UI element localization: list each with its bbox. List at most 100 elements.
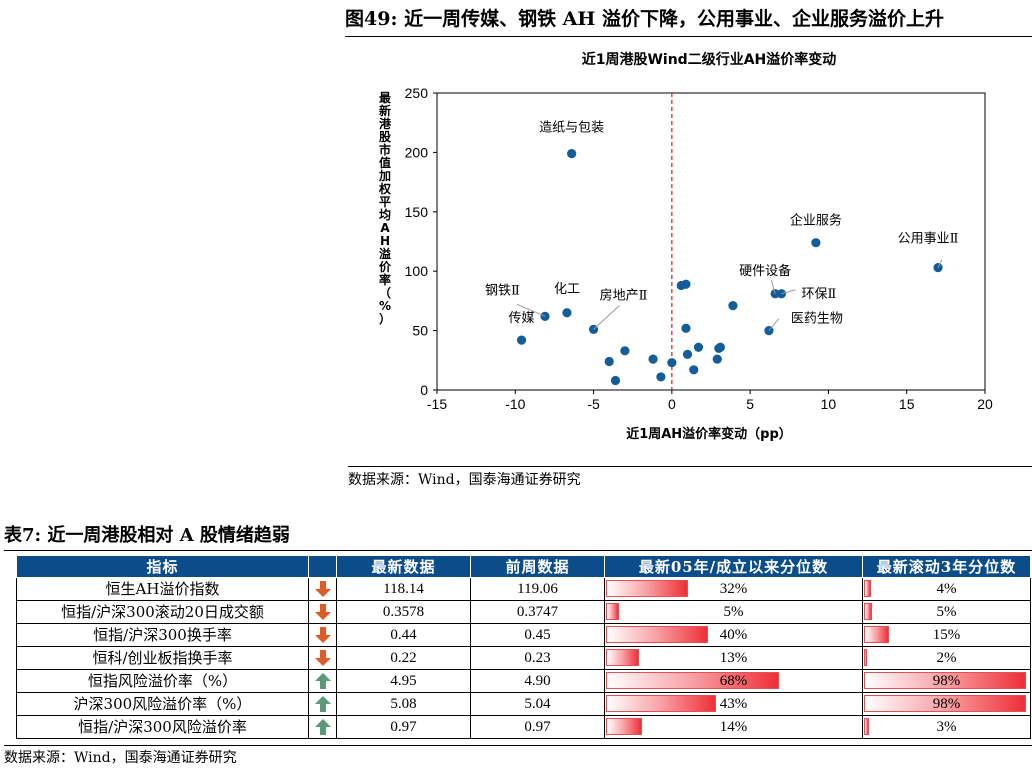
- y-axis-label-char: 均: [379, 207, 391, 222]
- percentile-all-value: 14%: [719, 719, 748, 735]
- y-axis-label-char: 值: [379, 155, 391, 170]
- data-point: [567, 148, 577, 159]
- data-point: [620, 346, 630, 356]
- x-tick-label: 20: [977, 396, 993, 412]
- percentile-all-cell: 14%: [604, 715, 863, 739]
- indicator-name: 恒指/沪深300风险溢价率: [16, 715, 309, 739]
- prev-value: 5.04: [470, 692, 605, 716]
- data-point: [811, 238, 821, 248]
- percentile-3y-cell: 4%: [862, 577, 1031, 601]
- leader-line: [937, 259, 943, 268]
- percentile-all-bar: [606, 626, 708, 643]
- table-header-row: 指标 最新数据 前周数据 最新05年/成立以来分位数 最新滚动3年分位数: [16, 555, 1031, 578]
- y-axis-label-char: H: [380, 234, 390, 248]
- trend-cell: [308, 715, 337, 739]
- leader-line: [781, 289, 796, 295]
- table-row: 恒指/沪深300滚动20日成交额 0.3578 0.3747 5% 5%: [16, 600, 1031, 624]
- leader-line: [593, 305, 620, 330]
- percentile-all-cell: 43%: [604, 692, 863, 716]
- indicator-name: 恒生AH溢价指数: [16, 577, 309, 601]
- table-title: 表7: 近一周港股相对 A 股情绪趋弱: [4, 522, 1032, 551]
- point-label: 传媒: [509, 311, 535, 326]
- x-tick-label: 0: [668, 396, 676, 412]
- header-trend: [308, 555, 337, 578]
- percentile-all-cell: 13%: [604, 646, 863, 670]
- x-tick-label: 5: [746, 396, 754, 412]
- percentile-all-bar: [606, 695, 716, 712]
- data-point: [656, 372, 666, 382]
- up-arrow-icon: [314, 673, 331, 689]
- header-percentile-3y: 最新滚动3年分位数: [862, 555, 1031, 578]
- data-point: [681, 323, 691, 333]
- figure-title: 图49: 近一周传媒、钢铁 AH 溢价下降，公用事业、企业服务溢价上升: [345, 4, 1032, 37]
- percentile-3y-value: 3%: [936, 719, 957, 735]
- down-arrow-icon: [314, 581, 331, 597]
- latest-value: 4.95: [336, 669, 471, 693]
- y-axis-label-char: 溢: [379, 246, 391, 261]
- percentile-3y-cell: 3%: [862, 715, 1031, 739]
- point-label: 企业服务: [790, 213, 842, 229]
- leader-line: [770, 279, 776, 294]
- percentile-3y-cell: 2%: [862, 646, 1031, 670]
- indicator-name: 恒科/创业板指换手率: [16, 646, 309, 670]
- percentile-all-value: 5%: [723, 604, 744, 620]
- data-point: [689, 365, 699, 375]
- percentile-3y-bar: [864, 695, 1026, 712]
- x-tick-label: 10: [821, 396, 837, 412]
- point-label: 公用事业Ⅱ: [898, 232, 959, 247]
- y-axis-label-char: ）: [379, 311, 391, 326]
- latest-value: 0.3578: [336, 600, 471, 624]
- table-row: 恒科/创业板指换手率 0.22 0.23 13% 2%: [16, 646, 1031, 670]
- data-point: [693, 342, 704, 352]
- percentile-3y-bar: [864, 649, 868, 666]
- y-axis-label-char: 新: [379, 103, 391, 118]
- percentile-all-value: 40%: [719, 627, 748, 643]
- latest-value: 0.44: [336, 623, 471, 647]
- x-tick-label: -5: [587, 396, 600, 412]
- table-row: 恒指/沪深300换手率 0.44 0.45 40% 15%: [16, 623, 1031, 647]
- data-point: [648, 354, 658, 364]
- percentile-all-cell: 32%: [604, 577, 863, 601]
- y-axis-label-char: %: [379, 299, 391, 313]
- percentile-3y-cell: 98%: [862, 669, 1031, 693]
- y-axis-label-char: 市: [379, 142, 391, 157]
- trend-cell: [308, 577, 337, 601]
- data-point: [728, 301, 738, 311]
- chart-title: 近1周港股Wind二级行业AH溢价率变动: [582, 51, 837, 68]
- prev-value: 0.97: [470, 715, 605, 739]
- y-axis-label-char: 平: [379, 195, 391, 209]
- percentile-all-cell: 40%: [604, 623, 863, 647]
- percentile-3y-bar: [864, 603, 873, 620]
- percentile-all-bar: [606, 718, 642, 735]
- indicator-name: 恒指风险溢价率（%）: [16, 669, 309, 693]
- table-row: 沪深300风险溢价率（%） 5.08 5.04 43% 98%: [16, 692, 1031, 716]
- y-axis-label-char: 最: [379, 91, 392, 105]
- percentile-3y-value: 2%: [936, 650, 957, 666]
- point-label: 造纸与包装: [539, 121, 604, 136]
- down-arrow-icon: [314, 627, 331, 643]
- leader-line: [516, 303, 546, 317]
- data-point: [604, 356, 614, 367]
- y-tick-label: 200: [405, 144, 429, 160]
- prev-value: 0.45: [470, 623, 605, 647]
- point-label: 钢铁Ⅱ: [485, 283, 520, 298]
- sentiment-table: 指标 最新数据 前周数据 最新05年/成立以来分位数 最新滚动3年分位数 恒生A…: [16, 555, 1031, 739]
- percentile-3y-cell: 5%: [862, 600, 1031, 624]
- x-axis-label: 近1周AH溢价率变动（pp）: [626, 426, 792, 442]
- percentile-all-cell: 68%: [604, 669, 863, 693]
- percentile-3y-value: 98%: [932, 673, 961, 689]
- y-tick-label: 100: [405, 263, 429, 279]
- indicator-name: 恒指/沪深300滚动20日成交额: [16, 600, 309, 624]
- trend-cell: [308, 600, 337, 624]
- percentile-all-value: 68%: [719, 673, 748, 689]
- indicator-name: 恒指/沪深300换手率: [16, 623, 309, 647]
- y-axis-label-char: 价: [379, 260, 392, 274]
- percentile-3y-cell: 15%: [862, 623, 1031, 647]
- prev-value: 4.90: [470, 669, 605, 693]
- percentile-3y-value: 4%: [936, 581, 957, 597]
- percentile-all-value: 43%: [719, 696, 748, 712]
- prev-value: 0.23: [470, 646, 605, 670]
- percentile-3y-cell: 98%: [862, 692, 1031, 716]
- percentile-all-bar: [606, 580, 688, 597]
- percentile-all-bar: [606, 649, 640, 666]
